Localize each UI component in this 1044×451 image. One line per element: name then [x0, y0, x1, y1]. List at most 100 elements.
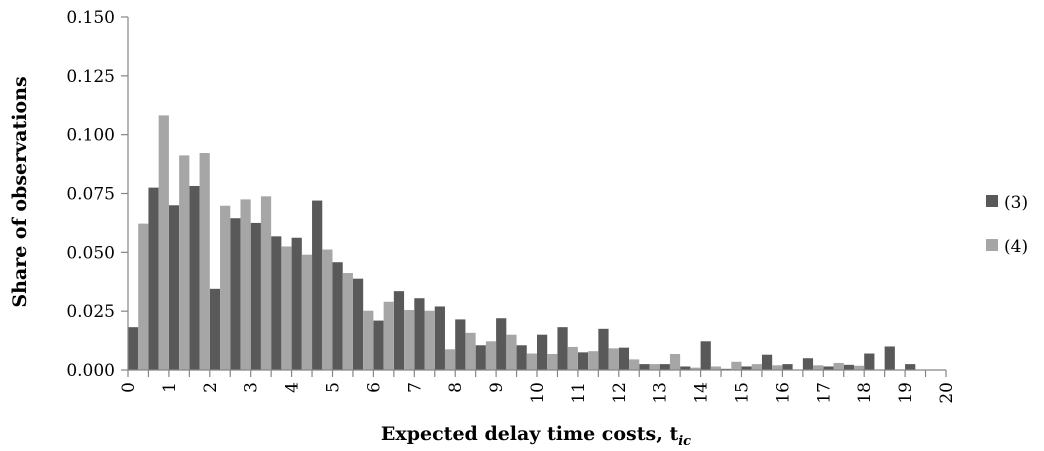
- bar-series-3: [659, 364, 670, 370]
- bar-series-4: [424, 310, 435, 370]
- bar-series-4: [281, 246, 292, 370]
- x-ticks-group: 0 1 2 3 4 5 6 7 8 9 10 11 12 13 14 15 16 17 18 19 20: [119, 370, 957, 404]
- bars-group: [128, 115, 916, 371]
- bar-series-4: [383, 301, 394, 370]
- legend-swatch-series-3: [986, 195, 998, 207]
- x-tick-label: 7: [405, 382, 425, 393]
- x-tick-label: 20: [937, 382, 957, 404]
- bar-series-3: [312, 200, 323, 370]
- bar-series-4: [710, 366, 722, 370]
- bar-series-4: [322, 249, 333, 370]
- bar-series-3: [189, 185, 200, 370]
- x-tick-label: 2: [201, 382, 221, 393]
- bar-series-3: [230, 218, 241, 370]
- legend-label-series-4: (4): [1004, 237, 1028, 257]
- bar-series-3: [577, 352, 589, 370]
- x-tick-label: 18: [855, 382, 875, 404]
- x-tick-label: 17: [814, 382, 834, 404]
- bar-series-4: [158, 115, 169, 371]
- bar-series-4: [260, 196, 272, 370]
- bar-series-4: [240, 199, 251, 370]
- bar-series-4: [567, 346, 578, 370]
- y-tick-label: 0.025: [66, 302, 115, 322]
- bar-series-3: [823, 366, 834, 370]
- bar-series-3: [557, 327, 568, 370]
- x-tick-label: 4: [283, 382, 303, 393]
- bar-series-3: [271, 236, 282, 370]
- bar-series-3: [128, 327, 139, 370]
- bar-series-4: [301, 254, 313, 370]
- x-tick-label: 1: [160, 382, 180, 393]
- bar-series-4: [588, 351, 599, 370]
- bar-series-4: [547, 354, 558, 370]
- bar-series-4: [833, 362, 844, 370]
- bar-series-4: [608, 348, 619, 370]
- x-tick-label: 0: [119, 382, 139, 393]
- bar-series-4: [649, 364, 660, 370]
- y-tick-label: 0.075: [66, 185, 115, 205]
- bar-series-4: [853, 365, 865, 370]
- bar-series-3: [455, 319, 466, 370]
- x-tick-label: 15: [733, 382, 753, 404]
- bar-series-4: [506, 334, 517, 370]
- legend: (3) (4): [986, 193, 1028, 257]
- x-tick-label: 13: [651, 382, 671, 404]
- bar-series-3: [373, 320, 384, 370]
- x-tick-label: 9: [487, 382, 507, 393]
- bar-series-4: [690, 367, 701, 370]
- x-axis-title: Expected delay time costs, tic: [381, 423, 691, 449]
- x-tick-label: 19: [896, 382, 916, 404]
- x-axis-title-subscript: ic: [678, 434, 691, 449]
- bar-series-3: [291, 237, 302, 370]
- bar-series-3: [680, 366, 691, 370]
- y-axis-title: Share of observations: [9, 76, 31, 307]
- bar-series-4: [751, 364, 762, 370]
- x-tick-label: 14: [692, 382, 712, 404]
- bar-series-3: [168, 205, 180, 370]
- bar-series-4: [342, 273, 353, 370]
- bar-series-3: [741, 366, 752, 370]
- bar-series-3: [332, 262, 343, 370]
- bar-series-4: [485, 341, 497, 370]
- x-tick-label: 3: [242, 382, 262, 393]
- bar-series-3: [782, 364, 793, 370]
- bar-series-4: [465, 332, 476, 370]
- legend-swatch-series-4: [986, 239, 998, 251]
- bar-series-4: [179, 155, 190, 370]
- bar-series-4: [526, 353, 537, 370]
- bar-series-3: [496, 318, 507, 370]
- bar-series-3: [352, 278, 364, 370]
- bar-series-3: [761, 354, 773, 370]
- bar-series-3: [250, 222, 261, 370]
- x-tick-label: 6: [364, 382, 384, 393]
- bar-series-3: [516, 345, 527, 370]
- bar-series-3: [393, 291, 405, 370]
- bar-series-3: [843, 364, 854, 370]
- legend-label-series-3: (3): [1004, 193, 1028, 213]
- x-axis-title-main: Expected delay time costs, t: [381, 423, 679, 445]
- bar-series-3: [598, 328, 609, 370]
- bar-series-3: [905, 364, 916, 370]
- bar-series-3: [618, 347, 630, 370]
- bar-series-3: [537, 334, 548, 370]
- bar-series-4: [731, 361, 742, 370]
- bar-series-3: [475, 345, 486, 370]
- x-tick-label: 5: [324, 382, 344, 393]
- bar-series-4: [444, 349, 456, 370]
- y-tick-label: 0.000: [66, 361, 115, 381]
- bar-series-4: [772, 365, 783, 370]
- bar-series-3: [639, 364, 650, 370]
- y-tick-label: 0.125: [66, 67, 115, 87]
- bar-series-4: [220, 205, 231, 370]
- bar-series-4: [669, 354, 681, 370]
- bar-series-3: [864, 353, 875, 370]
- bar-series-3: [148, 187, 159, 370]
- bar-series-3: [802, 358, 814, 370]
- x-tick-label: 10: [528, 382, 548, 404]
- x-tick-label: 16: [773, 382, 793, 404]
- bar-series-4: [363, 310, 374, 370]
- bar-series-3: [434, 306, 445, 370]
- x-tick-label: 11: [569, 382, 589, 404]
- y-tick-label: 0.050: [66, 243, 115, 263]
